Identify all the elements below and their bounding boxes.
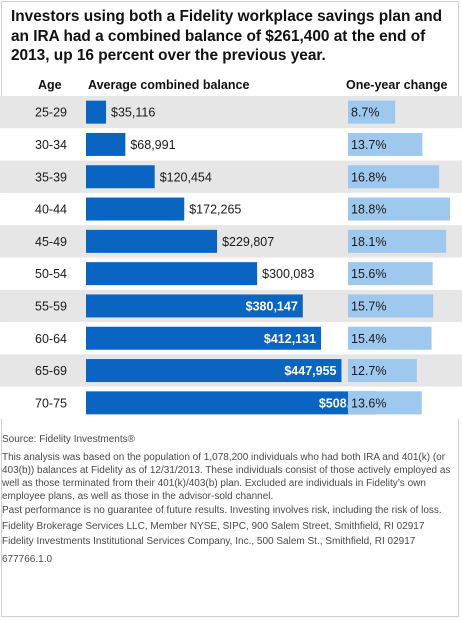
balance-bar: [86, 229, 218, 253]
balance-header: Average combined balance: [88, 78, 250, 92]
change-bar: [348, 326, 432, 350]
age-label: 30-34: [35, 138, 67, 152]
age-label: 55-59: [35, 299, 67, 313]
balance-bar: [86, 359, 342, 383]
balance-bar: [86, 326, 322, 350]
disclaimer: Past performance is no guarantee of futu…: [2, 505, 442, 516]
change-value-label: 15.6%: [351, 267, 386, 281]
document-code: 677766.1.0: [2, 554, 53, 565]
balance-bar: [86, 391, 376, 415]
balance-chart: 25-29 $35,116 8.7% 30-34 $68,991 13.7% 35-39 $1…: [0, 96, 462, 419]
age-label: 25-29: [35, 106, 67, 120]
balance-bar: [86, 165, 155, 189]
balance-bar: [86, 100, 107, 124]
change-bar: [348, 229, 447, 253]
change-value-label: 12.7%: [351, 364, 386, 378]
balance-value-label: $120,454: [160, 170, 212, 184]
balance-bar: [86, 197, 185, 221]
change-value-label: 13.6%: [351, 396, 386, 410]
balance-value-label: $172,265: [189, 203, 241, 217]
age-header: Age: [38, 78, 62, 92]
age-label: 40-44: [35, 203, 67, 217]
change-header: One-year change: [346, 78, 448, 92]
company-line-1: Fidelity Brokerage Services LLC, Member …: [2, 521, 425, 532]
chart-title: Investors using both a Fidelity workplac…: [11, 8, 443, 64]
change-bar: [348, 100, 396, 124]
company-line-2: Fidelity Investments Institutional Servi…: [2, 536, 416, 547]
age-label: 35-39: [35, 170, 67, 184]
change-value-label: 18.1%: [351, 235, 386, 249]
change-bar: [348, 391, 422, 415]
change-value-label: 18.8%: [351, 203, 386, 217]
change-value-label: 15.7%: [351, 299, 386, 313]
change-bar: [348, 294, 434, 318]
balance-value-label: $68,991: [130, 138, 175, 152]
change-value-label: 8.7%: [351, 106, 380, 120]
age-label: 65-69: [35, 364, 67, 378]
age-label: 70-75: [35, 396, 67, 410]
balance-value-label: $447,955: [284, 364, 336, 378]
age-label: 45-49: [35, 235, 67, 249]
balance-bar: [86, 262, 258, 286]
balance-bar: [86, 294, 303, 318]
balance-value-label: $380,147: [246, 299, 298, 313]
change-value-label: 16.8%: [351, 170, 386, 184]
balance-value-label: $35,116: [111, 106, 155, 120]
change-bar: [348, 132, 423, 156]
source-note: Source: Fidelity Investments®: [2, 434, 135, 445]
age-label: 50-54: [35, 267, 67, 281]
change-bar: [348, 197, 450, 221]
change-bar: [348, 359, 417, 383]
balance-bar: [86, 132, 126, 156]
change-value-label: 13.7%: [351, 138, 386, 152]
balance-value-label: $412,131: [264, 332, 316, 346]
age-label: 60-64: [35, 332, 67, 346]
balance-value-label: $300,083: [262, 267, 314, 281]
change-bar: [348, 262, 433, 286]
analysis-note: This analysis was based on the populatio…: [2, 452, 451, 502]
balance-value-label: $229,807: [222, 235, 274, 249]
change-value-label: 15.4%: [351, 332, 386, 346]
change-bar: [348, 165, 440, 189]
